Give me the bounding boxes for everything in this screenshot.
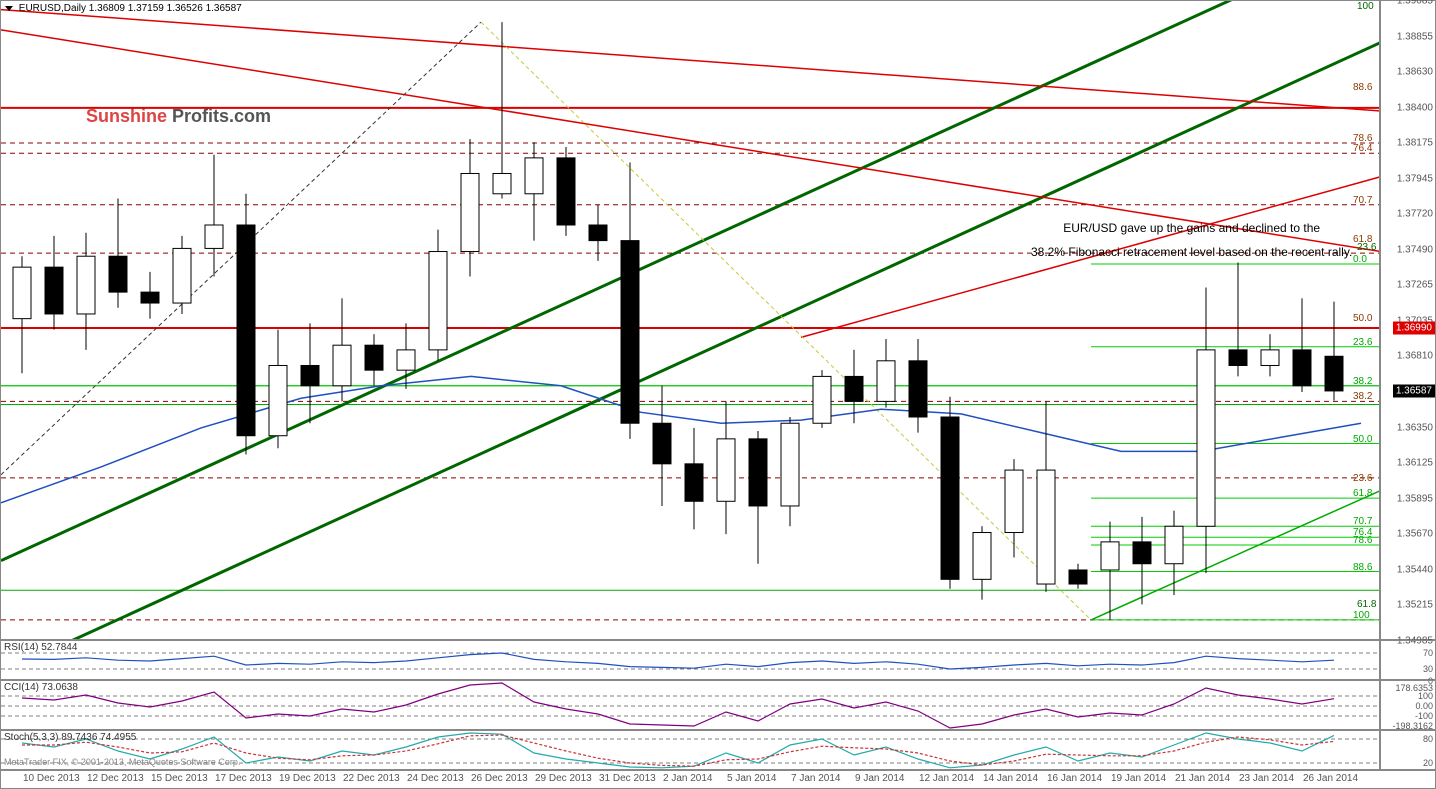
symbol-label: EURUSD,Daily bbox=[19, 3, 86, 14]
main-svg bbox=[1, 1, 1379, 639]
fib-label: 50.0 bbox=[1353, 434, 1372, 445]
fib-label: 70.7 bbox=[1353, 195, 1372, 206]
x-tick: 23 Jan 2014 bbox=[1239, 773, 1294, 784]
y-tick: 1.37490 bbox=[1397, 244, 1433, 255]
ohlc-label: 1.36809 1.37159 1.36526 1.36587 bbox=[89, 3, 242, 14]
y-tick: 1.35895 bbox=[1397, 493, 1433, 504]
fib-label: 78.6 bbox=[1353, 535, 1372, 546]
fib-label: 23.6 bbox=[1353, 337, 1372, 348]
x-tick: 2 Jan 2014 bbox=[663, 773, 713, 784]
dropdown-arrow-icon[interactable] bbox=[5, 6, 13, 11]
x-tick: 19 Jan 2014 bbox=[1111, 773, 1166, 784]
x-tick: 31 Dec 2013 bbox=[599, 773, 656, 784]
fib-label: 88.6 bbox=[1353, 562, 1372, 573]
cci-svg bbox=[1, 681, 1379, 729]
stoch-label: Stoch(5,3,3) 89.7436 74.4955 bbox=[4, 732, 136, 743]
price-flag: 1.36990 bbox=[1393, 322, 1435, 335]
x-tick: 24 Dec 2013 bbox=[407, 773, 464, 784]
x-tick: 5 Jan 2014 bbox=[727, 773, 777, 784]
chart-header[interactable]: EURUSD,Daily 1.36809 1.37159 1.36526 1.3… bbox=[5, 3, 242, 14]
x-tick: 26 Jan 2014 bbox=[1303, 773, 1358, 784]
x-tick: 22 Dec 2013 bbox=[343, 773, 400, 784]
stoch-panel[interactable]: Stoch(5,3,3) 89.7436 74.4955 MetaTrader … bbox=[0, 730, 1380, 770]
y-tick: 1.35440 bbox=[1397, 564, 1433, 575]
rsi-ytick: 30 bbox=[1423, 664, 1433, 674]
x-tick: 12 Dec 2013 bbox=[87, 773, 144, 784]
fib-label: 38.2 bbox=[1353, 376, 1372, 387]
fib-label: 70.7 bbox=[1353, 516, 1372, 527]
stoch-ytick: 80 bbox=[1423, 734, 1433, 744]
y-tick: 1.38175 bbox=[1397, 138, 1433, 149]
annotation-text: EUR/USD gave up the gains and declined t… bbox=[1031, 216, 1352, 264]
x-tick: 29 Dec 2013 bbox=[535, 773, 592, 784]
date-x-axis: 10 Dec 2013 12 Dec 2013 15 Dec 2013 17 Dec … bbox=[0, 770, 1436, 789]
x-tick: 21 Jan 2014 bbox=[1175, 773, 1230, 784]
y-tick: 1.36125 bbox=[1397, 458, 1433, 469]
fib-label: 76.4 bbox=[1353, 143, 1372, 154]
fib-label: 61.8 bbox=[1357, 599, 1376, 610]
y-tick: 1.36350 bbox=[1397, 422, 1433, 433]
main-price-chart[interactable]: EURUSD,Daily 1.36809 1.37159 1.36526 1.3… bbox=[0, 0, 1380, 640]
x-tick: 16 Jan 2014 bbox=[1047, 773, 1102, 784]
cci-ytick: -100 bbox=[1415, 711, 1433, 721]
cci-y-axis: 178.63531000.00-100-198.3162 bbox=[1380, 680, 1436, 730]
y-tick: 1.36810 bbox=[1397, 351, 1433, 362]
y-tick: 1.38855 bbox=[1397, 31, 1433, 42]
x-tick: 26 Dec 2013 bbox=[471, 773, 528, 784]
y-tick: 1.35670 bbox=[1397, 529, 1433, 540]
y-tick: 1.37265 bbox=[1397, 280, 1433, 291]
y-tick: 1.37945 bbox=[1397, 173, 1433, 184]
y-tick: 1.38400 bbox=[1397, 102, 1433, 113]
rsi-panel[interactable]: RSI(14) 52.7844 bbox=[0, 640, 1380, 680]
fib-label: 88.6 bbox=[1353, 82, 1372, 93]
x-tick: 10 Dec 2013 bbox=[23, 773, 80, 784]
rsi-label: RSI(14) 52.7844 bbox=[4, 642, 77, 653]
y-tick: 1.38630 bbox=[1397, 67, 1433, 78]
rsi-ytick: 70 bbox=[1423, 648, 1433, 658]
x-tick: 9 Jan 2014 bbox=[855, 773, 905, 784]
fib-label: 100 bbox=[1353, 610, 1370, 621]
cci-ytick: 100 bbox=[1418, 691, 1433, 701]
x-tick: 17 Dec 2013 bbox=[215, 773, 272, 784]
rsi-y-axis: 70300 bbox=[1380, 640, 1436, 680]
cci-label: CCI(14) 73.0638 bbox=[4, 682, 78, 693]
cci-panel[interactable]: CCI(14) 73.0638 bbox=[0, 680, 1380, 730]
x-tick: 7 Jan 2014 bbox=[791, 773, 841, 784]
rsi-svg bbox=[1, 641, 1379, 679]
x-tick: 19 Dec 2013 bbox=[279, 773, 336, 784]
y-tick: 1.39085 bbox=[1397, 0, 1433, 7]
copyright: MetaTrader FIX, © 2001-2013, MetaQuotes … bbox=[4, 757, 240, 767]
fib-label: 50.0 bbox=[1353, 313, 1372, 324]
fib-label: 61.8 bbox=[1353, 488, 1372, 499]
fib-label: 0.0 bbox=[1353, 254, 1367, 265]
price-flag: 1.36587 bbox=[1393, 384, 1435, 397]
fib-label: 38.2 bbox=[1353, 391, 1372, 402]
y-tick: 1.37720 bbox=[1397, 209, 1433, 220]
stoch-y-axis: 80 20 bbox=[1380, 730, 1436, 770]
y-tick: 1.35215 bbox=[1397, 600, 1433, 611]
stoch-ytick: 20 bbox=[1423, 758, 1433, 768]
chart-container: EURUSD,Daily 1.36809 1.37159 1.36526 1.3… bbox=[0, 0, 1436, 789]
x-tick: 12 Jan 2014 bbox=[919, 773, 974, 784]
price-y-axis: 1.39085 1.38855 1.38630 1.38400 1.38175 1.379… bbox=[1380, 0, 1436, 640]
x-tick: 15 Dec 2013 bbox=[151, 773, 208, 784]
cci-ytick: 0.00 bbox=[1415, 701, 1433, 711]
fib-label: 23.6 bbox=[1353, 473, 1372, 484]
fib-label: 23.6 bbox=[1357, 242, 1376, 253]
fib-label: 100 bbox=[1357, 1, 1374, 12]
x-tick: 14 Jan 2014 bbox=[983, 773, 1038, 784]
